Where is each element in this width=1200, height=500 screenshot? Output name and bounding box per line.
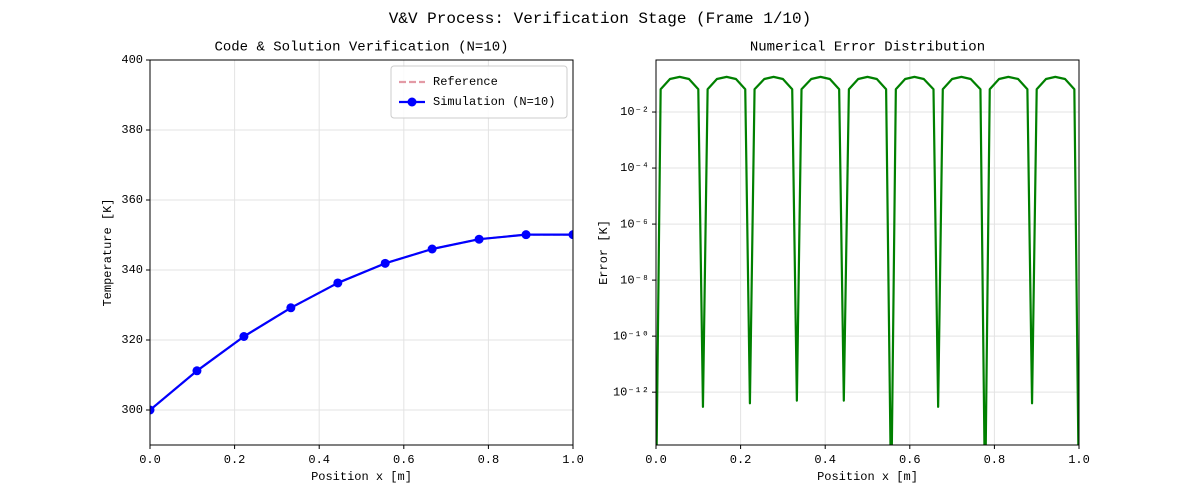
- plot-area: [150, 230, 573, 415]
- y-tick-label: 300: [121, 403, 143, 417]
- x-tick-label: 0.8: [984, 453, 1006, 467]
- y-tick-label: 360: [121, 193, 143, 207]
- data-point: [427, 244, 437, 254]
- series-line: [656, 75, 1079, 445]
- data-point: [521, 230, 531, 240]
- y-axis-label: Temperature [K]: [101, 198, 115, 306]
- data-point: [239, 332, 249, 341]
- x-tick-label: 0.4: [814, 453, 836, 467]
- axes-frame: [655, 59, 1080, 446]
- y-tick-label: 10⁻⁴: [620, 161, 649, 175]
- x-tick-label: 0.6: [899, 453, 921, 467]
- y-tick-label: 340: [121, 263, 143, 277]
- y-tick-label: 10⁻⁸: [620, 273, 649, 287]
- x-tick-label: 0.0: [645, 453, 667, 467]
- y-tick-label: 10⁻⁶: [620, 217, 649, 231]
- data-point: [150, 405, 155, 415]
- x-tick-label: 0.8: [478, 453, 500, 467]
- x-tick-label: 0.6: [393, 453, 415, 467]
- x-tick-label: 1.0: [562, 453, 584, 467]
- plot-area: [656, 75, 1079, 445]
- series-line: [150, 233, 573, 411]
- data-point: [474, 234, 484, 244]
- data-point: [568, 230, 573, 240]
- y-axis-label: Error [K]: [597, 220, 611, 285]
- y-tick-label: 10⁻¹²: [613, 385, 649, 399]
- y-tick-label: 320: [121, 333, 143, 347]
- legend-label: Simulation (N=10): [433, 95, 555, 109]
- y-tick-label: 400: [121, 53, 143, 67]
- legend-marker: [407, 97, 417, 107]
- axes-title: Numerical Error Distribution: [750, 40, 985, 56]
- x-axis-label: Position x [m]: [311, 470, 412, 484]
- data-point: [286, 303, 296, 313]
- x-tick-label: 0.4: [308, 453, 330, 467]
- x-tick-label: 0.2: [730, 453, 752, 467]
- legend-box: [390, 65, 568, 119]
- x-tick-label: 0.0: [139, 453, 161, 467]
- x-axis-label: Position x [m]: [817, 470, 918, 484]
- data-point: [192, 366, 202, 376]
- x-tick-label: 1.0: [1068, 453, 1090, 467]
- axes-title: Code & Solution Verification (N=10): [214, 40, 508, 56]
- axes-frame: [149, 59, 574, 446]
- legend-label: Reference: [433, 75, 498, 89]
- figure-title: V&V Process: Verification Stage (Frame 1…: [389, 10, 811, 28]
- x-tick-label: 0.2: [224, 453, 246, 467]
- y-tick-label: 10⁻¹⁰: [613, 329, 649, 343]
- data-point: [333, 278, 343, 288]
- data-point: [380, 258, 390, 268]
- y-tick-label: 10⁻²: [620, 105, 649, 119]
- y-tick-label: 380: [121, 123, 143, 137]
